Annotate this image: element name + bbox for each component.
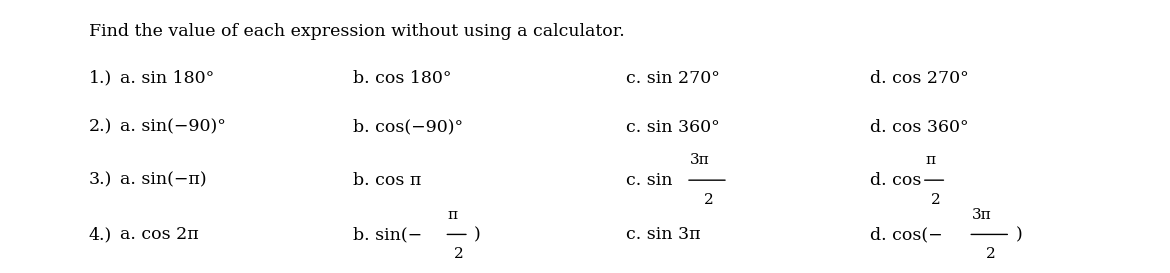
Text: a. cos 2π: a. cos 2π [121, 226, 199, 243]
Text: a. sin(−90)°: a. sin(−90)° [121, 119, 226, 136]
Text: c. sin 270°: c. sin 270° [626, 70, 720, 87]
Text: d. cos 360°: d. cos 360° [869, 119, 969, 136]
Text: b. cos(−90)°: b. cos(−90)° [352, 119, 463, 136]
Text: 4.): 4.) [89, 226, 112, 243]
Text: ): ) [474, 226, 480, 243]
Text: π: π [925, 153, 936, 167]
Text: c. sin: c. sin [626, 172, 677, 189]
Text: 2.): 2.) [89, 119, 112, 136]
Text: c. sin 360°: c. sin 360° [626, 119, 720, 136]
Text: d. cos: d. cos [869, 172, 927, 189]
Text: a. sin(−π): a. sin(−π) [121, 172, 207, 189]
Text: b. cos π: b. cos π [352, 172, 421, 189]
Text: c. sin 3π: c. sin 3π [626, 226, 701, 243]
Text: a. sin 180°: a. sin 180° [121, 70, 214, 87]
Text: 3.): 3.) [89, 172, 112, 189]
Text: 3π: 3π [972, 207, 992, 222]
Text: ): ) [1016, 226, 1023, 243]
Text: 2: 2 [454, 247, 463, 261]
Text: 2: 2 [703, 193, 714, 207]
Text: 2: 2 [986, 247, 996, 261]
Text: d. cos 270°: d. cos 270° [869, 70, 969, 87]
Text: 3π: 3π [689, 153, 709, 167]
Text: d. cos(−: d. cos(− [869, 226, 942, 243]
Text: π: π [448, 207, 457, 222]
Text: Find the value of each expression without using a calculator.: Find the value of each expression withou… [89, 23, 625, 40]
Text: b. cos 180°: b. cos 180° [352, 70, 452, 87]
Text: 2: 2 [931, 193, 941, 207]
Text: b. sin(−: b. sin(− [352, 226, 422, 243]
Text: 1.): 1.) [89, 70, 112, 87]
